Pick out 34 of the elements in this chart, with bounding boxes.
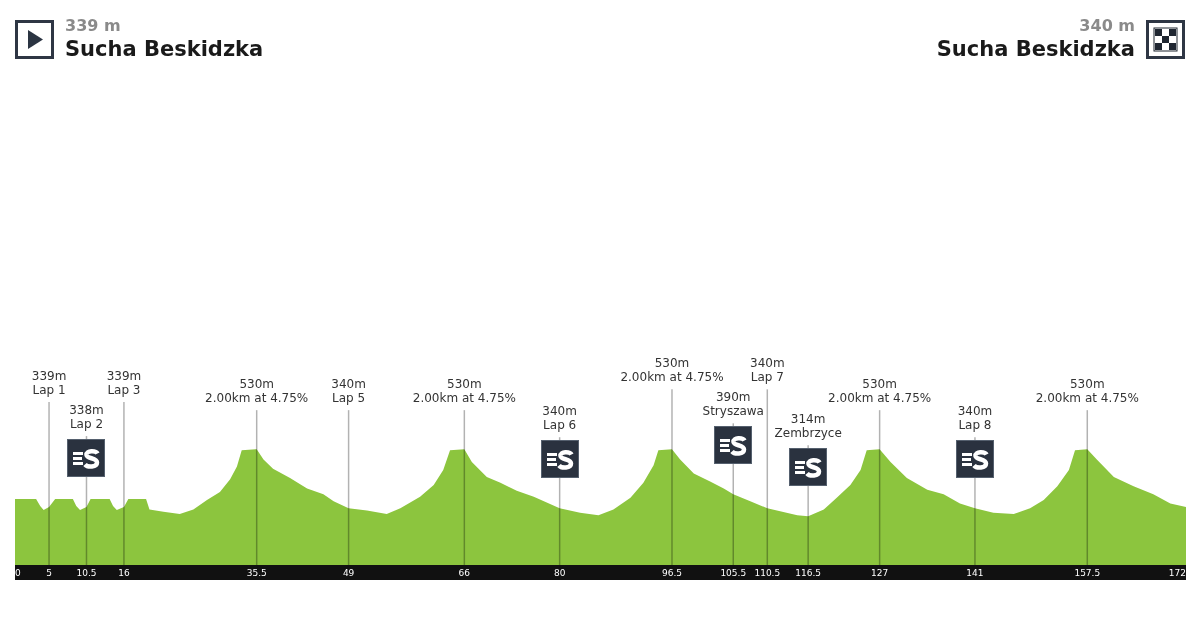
ref-line-label: 340m Lap 7 xyxy=(750,356,785,385)
x-tick-label: 172 xyxy=(1168,567,1186,578)
x-tick-label: 96.5 xyxy=(661,567,683,578)
x-tick-label: 49 xyxy=(342,567,355,578)
ref-line-label: 339m Lap 3 xyxy=(106,369,142,398)
text: 339 m xyxy=(65,16,122,36)
ref-line-label: 338m Lap 2 xyxy=(69,403,104,432)
x-tick-label: 105.5 xyxy=(720,567,747,578)
ref-line-label: 314m Zembrzyce xyxy=(774,412,842,441)
ref-line-label: 340m Lap 6 xyxy=(542,404,577,433)
text: Sucha Beskidzka xyxy=(936,36,1135,62)
ref-line-label: 530m 2.00km at 4.75% xyxy=(828,377,932,406)
text: 340 m xyxy=(1078,16,1135,36)
x-tick-label: 5 xyxy=(46,567,52,578)
x-tick-label: 66 xyxy=(458,567,471,578)
ref-line-label: 339m Lap 1 xyxy=(31,369,67,398)
x-tick-label: 0 xyxy=(15,567,21,578)
x-tick-label: 116.5 xyxy=(795,567,822,578)
text: Sucha Beskidzka xyxy=(65,36,264,62)
x-tick-label: 10.5 xyxy=(76,567,97,578)
x-tick-label: 35.5 xyxy=(246,567,267,578)
ref-line-label: 530m 2.00km at 4.75% xyxy=(1035,377,1139,406)
x-tick-label: 141 xyxy=(966,567,984,578)
ref-line-label: 530m 2.00km at 4.75% xyxy=(205,377,309,406)
ref-line-label: 340m Lap 5 xyxy=(331,377,366,406)
x-tick-label: 16 xyxy=(118,567,130,578)
x-tick-label: 80 xyxy=(553,567,566,578)
ref-line-label: 530m 2.00km at 4.75% xyxy=(412,377,516,406)
ref-line-label: 530m 2.00km at 4.75% xyxy=(620,356,724,385)
ref-line-label: 340m Lap 8 xyxy=(957,404,993,433)
x-tick-label: 110.5 xyxy=(754,567,781,578)
x-tick-label: 127 xyxy=(871,567,889,578)
ref-line-label: 390m Stryszawa xyxy=(702,390,764,419)
x-tick-label: 157.5 xyxy=(1074,567,1101,578)
